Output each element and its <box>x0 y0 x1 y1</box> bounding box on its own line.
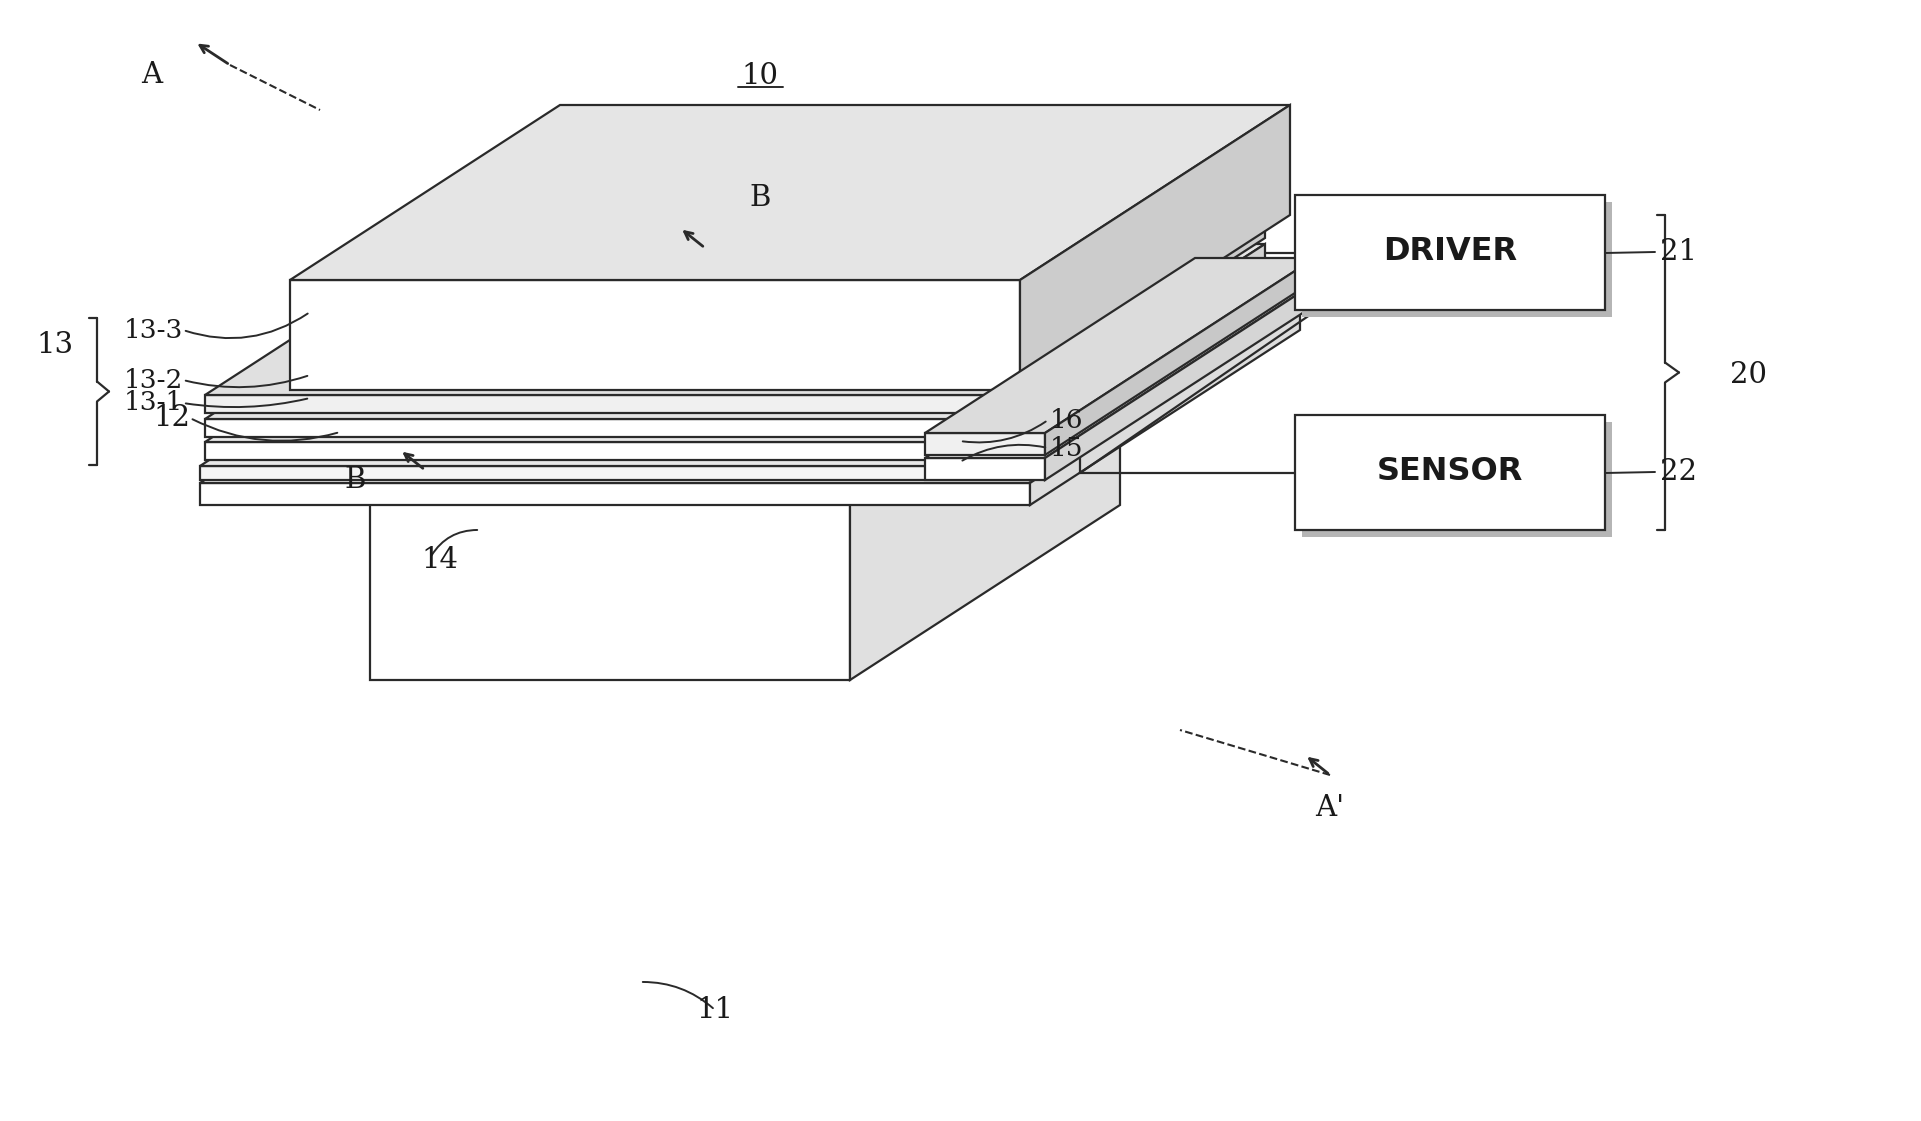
Polygon shape <box>1045 282 1316 480</box>
Text: 16: 16 <box>1051 408 1083 433</box>
Polygon shape <box>200 308 1301 483</box>
Polygon shape <box>206 220 1266 395</box>
Polygon shape <box>1045 258 1316 455</box>
Text: B: B <box>749 184 770 212</box>
Text: 20: 20 <box>1731 361 1767 389</box>
Polygon shape <box>290 105 1291 280</box>
Polygon shape <box>1302 202 1612 317</box>
Polygon shape <box>1302 421 1612 537</box>
Text: B: B <box>344 466 365 494</box>
Text: 13-2: 13-2 <box>123 368 182 392</box>
Polygon shape <box>206 442 995 460</box>
Text: SENSOR: SENSOR <box>1377 456 1523 488</box>
Text: 11: 11 <box>697 995 734 1023</box>
Text: DRIVER: DRIVER <box>1383 237 1518 268</box>
Polygon shape <box>1020 105 1291 390</box>
Text: A': A' <box>1316 794 1345 822</box>
Polygon shape <box>849 235 1120 680</box>
Polygon shape <box>200 483 1030 504</box>
Polygon shape <box>200 466 1030 480</box>
Polygon shape <box>1030 308 1301 504</box>
Text: 10: 10 <box>742 62 778 90</box>
Polygon shape <box>1295 195 1606 311</box>
Text: 22: 22 <box>1660 458 1696 487</box>
Text: A: A <box>142 61 163 89</box>
Polygon shape <box>200 291 1301 466</box>
Polygon shape <box>206 267 1266 442</box>
Polygon shape <box>926 258 1316 433</box>
Polygon shape <box>995 220 1266 413</box>
Polygon shape <box>926 282 1316 458</box>
Text: 13-3: 13-3 <box>123 317 182 343</box>
Text: 13-1: 13-1 <box>123 390 182 416</box>
Text: 21: 21 <box>1660 238 1696 266</box>
Polygon shape <box>1295 415 1606 530</box>
Polygon shape <box>995 244 1266 437</box>
Polygon shape <box>995 267 1266 460</box>
Polygon shape <box>371 410 849 680</box>
Polygon shape <box>206 419 995 437</box>
Polygon shape <box>371 235 1120 410</box>
Text: 12: 12 <box>154 404 190 432</box>
Text: 15: 15 <box>1051 435 1083 461</box>
Polygon shape <box>290 280 1020 390</box>
Text: 14: 14 <box>421 546 459 574</box>
Polygon shape <box>1030 291 1301 480</box>
Polygon shape <box>926 433 1045 455</box>
Text: 13: 13 <box>36 331 73 359</box>
Polygon shape <box>926 458 1045 480</box>
Polygon shape <box>206 395 995 413</box>
Polygon shape <box>206 244 1266 419</box>
